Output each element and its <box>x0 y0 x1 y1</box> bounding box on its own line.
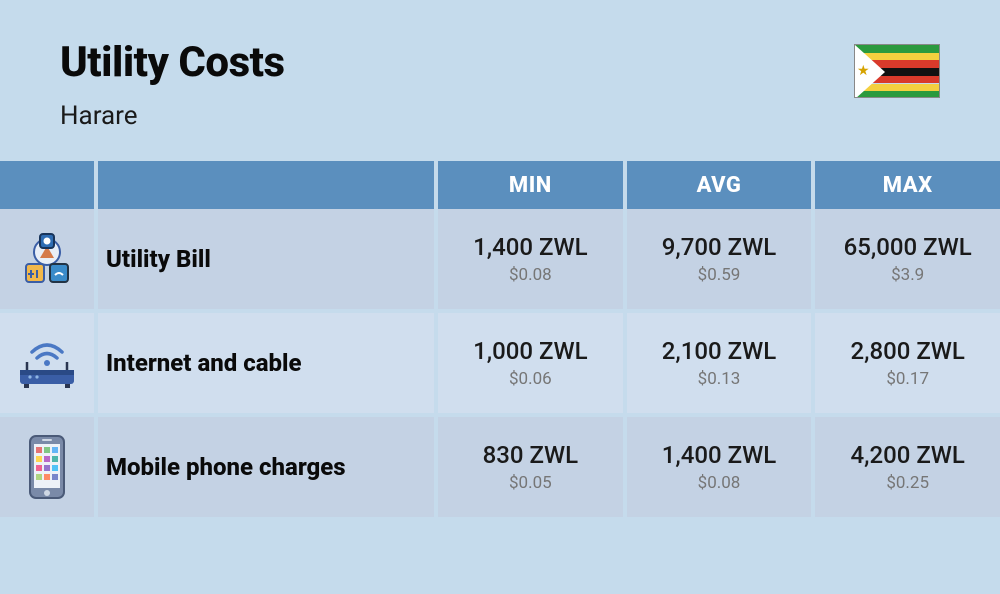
secondary-value: $0.59 <box>698 265 741 285</box>
cost-table: MIN AVG MAX Utility Bill 1,400 ZWL $0.08… <box>0 161 1000 521</box>
th-icon-blank <box>0 161 98 209</box>
row-label: Mobile phone charges <box>98 417 438 521</box>
header: Utility Costs Harare ★ <box>0 0 1000 161</box>
flag-bird-icon: ★ <box>857 63 870 79</box>
primary-value: 9,700 ZWL <box>662 233 776 261</box>
phone-icon <box>0 417 98 521</box>
cell-avg: 2,100 ZWL $0.13 <box>627 313 816 417</box>
cell-min: 830 ZWL $0.05 <box>438 417 627 521</box>
secondary-value: $0.25 <box>886 473 929 493</box>
table-row: Utility Bill 1,400 ZWL $0.08 9,700 ZWL $… <box>0 209 1000 313</box>
secondary-value: $0.13 <box>698 369 741 389</box>
cell-max: 2,800 ZWL $0.17 <box>815 313 1000 417</box>
router-icon <box>0 313 98 417</box>
cell-avg: 1,400 ZWL $0.08 <box>627 417 816 521</box>
cell-max: 65,000 ZWL $3.9 <box>815 209 1000 313</box>
table-row: Mobile phone charges 830 ZWL $0.05 1,400… <box>0 417 1000 521</box>
th-max: MAX <box>815 161 1000 209</box>
secondary-value: $0.05 <box>509 473 552 493</box>
secondary-value: $0.08 <box>509 265 552 285</box>
primary-value: 1,000 ZWL <box>473 337 587 365</box>
primary-value: 65,000 ZWL <box>844 233 972 261</box>
secondary-value: $0.06 <box>509 369 552 389</box>
row-label: Internet and cable <box>98 313 438 417</box>
primary-value: 2,100 ZWL <box>662 337 776 365</box>
flag-zimbabwe: ★ <box>854 44 940 98</box>
row-label: Utility Bill <box>98 209 438 313</box>
secondary-value: $0.08 <box>698 473 741 493</box>
th-avg: AVG <box>627 161 816 209</box>
utility-icon <box>0 209 98 313</box>
secondary-value: $3.9 <box>891 265 924 285</box>
cell-min: 1,400 ZWL $0.08 <box>438 209 627 313</box>
th-label-blank <box>98 161 438 209</box>
cell-avg: 9,700 ZWL $0.59 <box>627 209 816 313</box>
primary-value: 1,400 ZWL <box>473 233 587 261</box>
th-min: MIN <box>438 161 627 209</box>
cell-max: 4,200 ZWL $0.25 <box>815 417 1000 521</box>
subtitle: Harare <box>60 101 285 131</box>
primary-value: 4,200 ZWL <box>850 441 964 469</box>
table-row: Internet and cable 1,000 ZWL $0.06 2,100… <box>0 313 1000 417</box>
table-header-row: MIN AVG MAX <box>0 161 1000 209</box>
page-title: Utility Costs <box>60 38 285 87</box>
secondary-value: $0.17 <box>886 369 929 389</box>
primary-value: 830 ZWL <box>483 441 578 469</box>
title-block: Utility Costs Harare <box>60 38 285 131</box>
cell-min: 1,000 ZWL $0.06 <box>438 313 627 417</box>
primary-value: 1,400 ZWL <box>662 441 776 469</box>
primary-value: 2,800 ZWL <box>850 337 964 365</box>
